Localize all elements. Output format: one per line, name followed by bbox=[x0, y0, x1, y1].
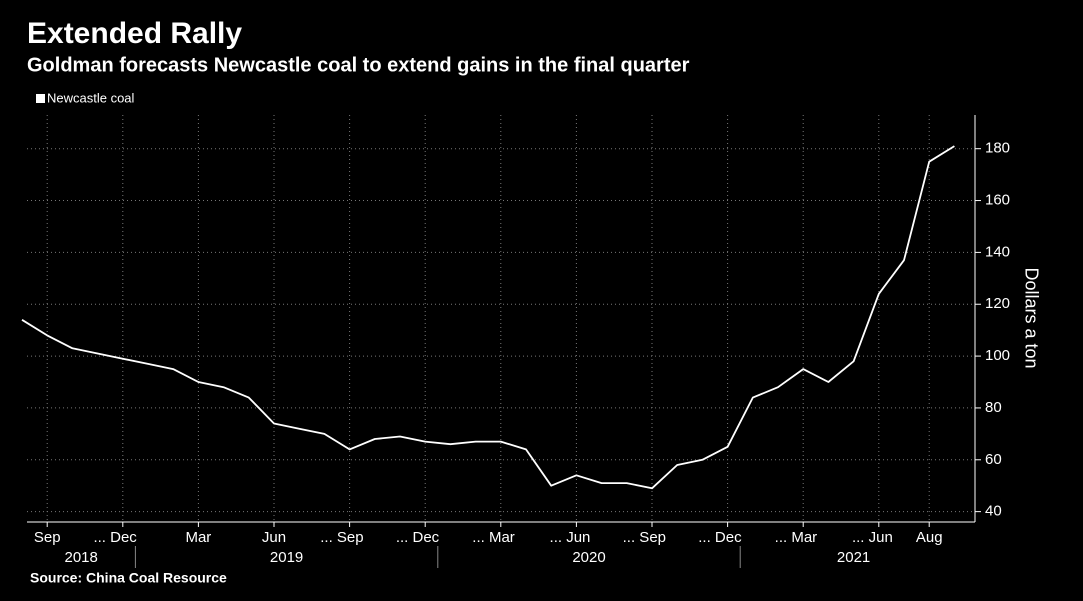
x-tick-label: Jun bbox=[262, 529, 286, 546]
x-tick-label: Sep bbox=[34, 529, 61, 546]
x-tick-label: ... Dec bbox=[698, 529, 742, 546]
y-axis-label: Dollars a ton bbox=[1021, 267, 1041, 368]
x-tick-label: ... Dec bbox=[93, 529, 137, 546]
source: Source: China Coal Resource bbox=[30, 570, 227, 586]
x-tick-label: ... Dec bbox=[396, 529, 440, 546]
year-label: 2018 bbox=[65, 549, 98, 566]
legend-label: Newcastle coal bbox=[47, 90, 135, 105]
x-tick-label: ... Sep bbox=[320, 529, 363, 546]
y-tick-label: 140 bbox=[985, 243, 1010, 260]
year-label: 2020 bbox=[572, 549, 605, 566]
y-tick-label: 180 bbox=[985, 140, 1010, 157]
year-label: 2021 bbox=[837, 549, 870, 566]
year-label: 2019 bbox=[270, 549, 303, 566]
y-tick-label: 120 bbox=[985, 295, 1010, 312]
x-tick-label: ... Sep bbox=[623, 529, 666, 546]
x-tick-label: ... Mar bbox=[775, 529, 818, 546]
x-tick-label: ... Jun bbox=[852, 529, 893, 546]
y-tick-label: 160 bbox=[985, 192, 1010, 209]
y-tick-label: 80 bbox=[985, 399, 1002, 416]
y-tick-label: 40 bbox=[985, 503, 1002, 520]
y-tick-label: 60 bbox=[985, 451, 1002, 468]
x-tick-label: ... Mar bbox=[472, 529, 515, 546]
x-tick-label: Aug bbox=[916, 529, 943, 546]
x-tick-label: ... Jun bbox=[550, 529, 591, 546]
chart-subtitle: Goldman forecasts Newcastle coal to exte… bbox=[27, 54, 690, 76]
legend-swatch bbox=[36, 94, 45, 103]
chart-title: Extended Rally bbox=[27, 17, 242, 50]
x-tick-label: Mar bbox=[185, 529, 211, 546]
line-series bbox=[21, 145, 955, 490]
y-tick-label: 100 bbox=[985, 347, 1010, 364]
